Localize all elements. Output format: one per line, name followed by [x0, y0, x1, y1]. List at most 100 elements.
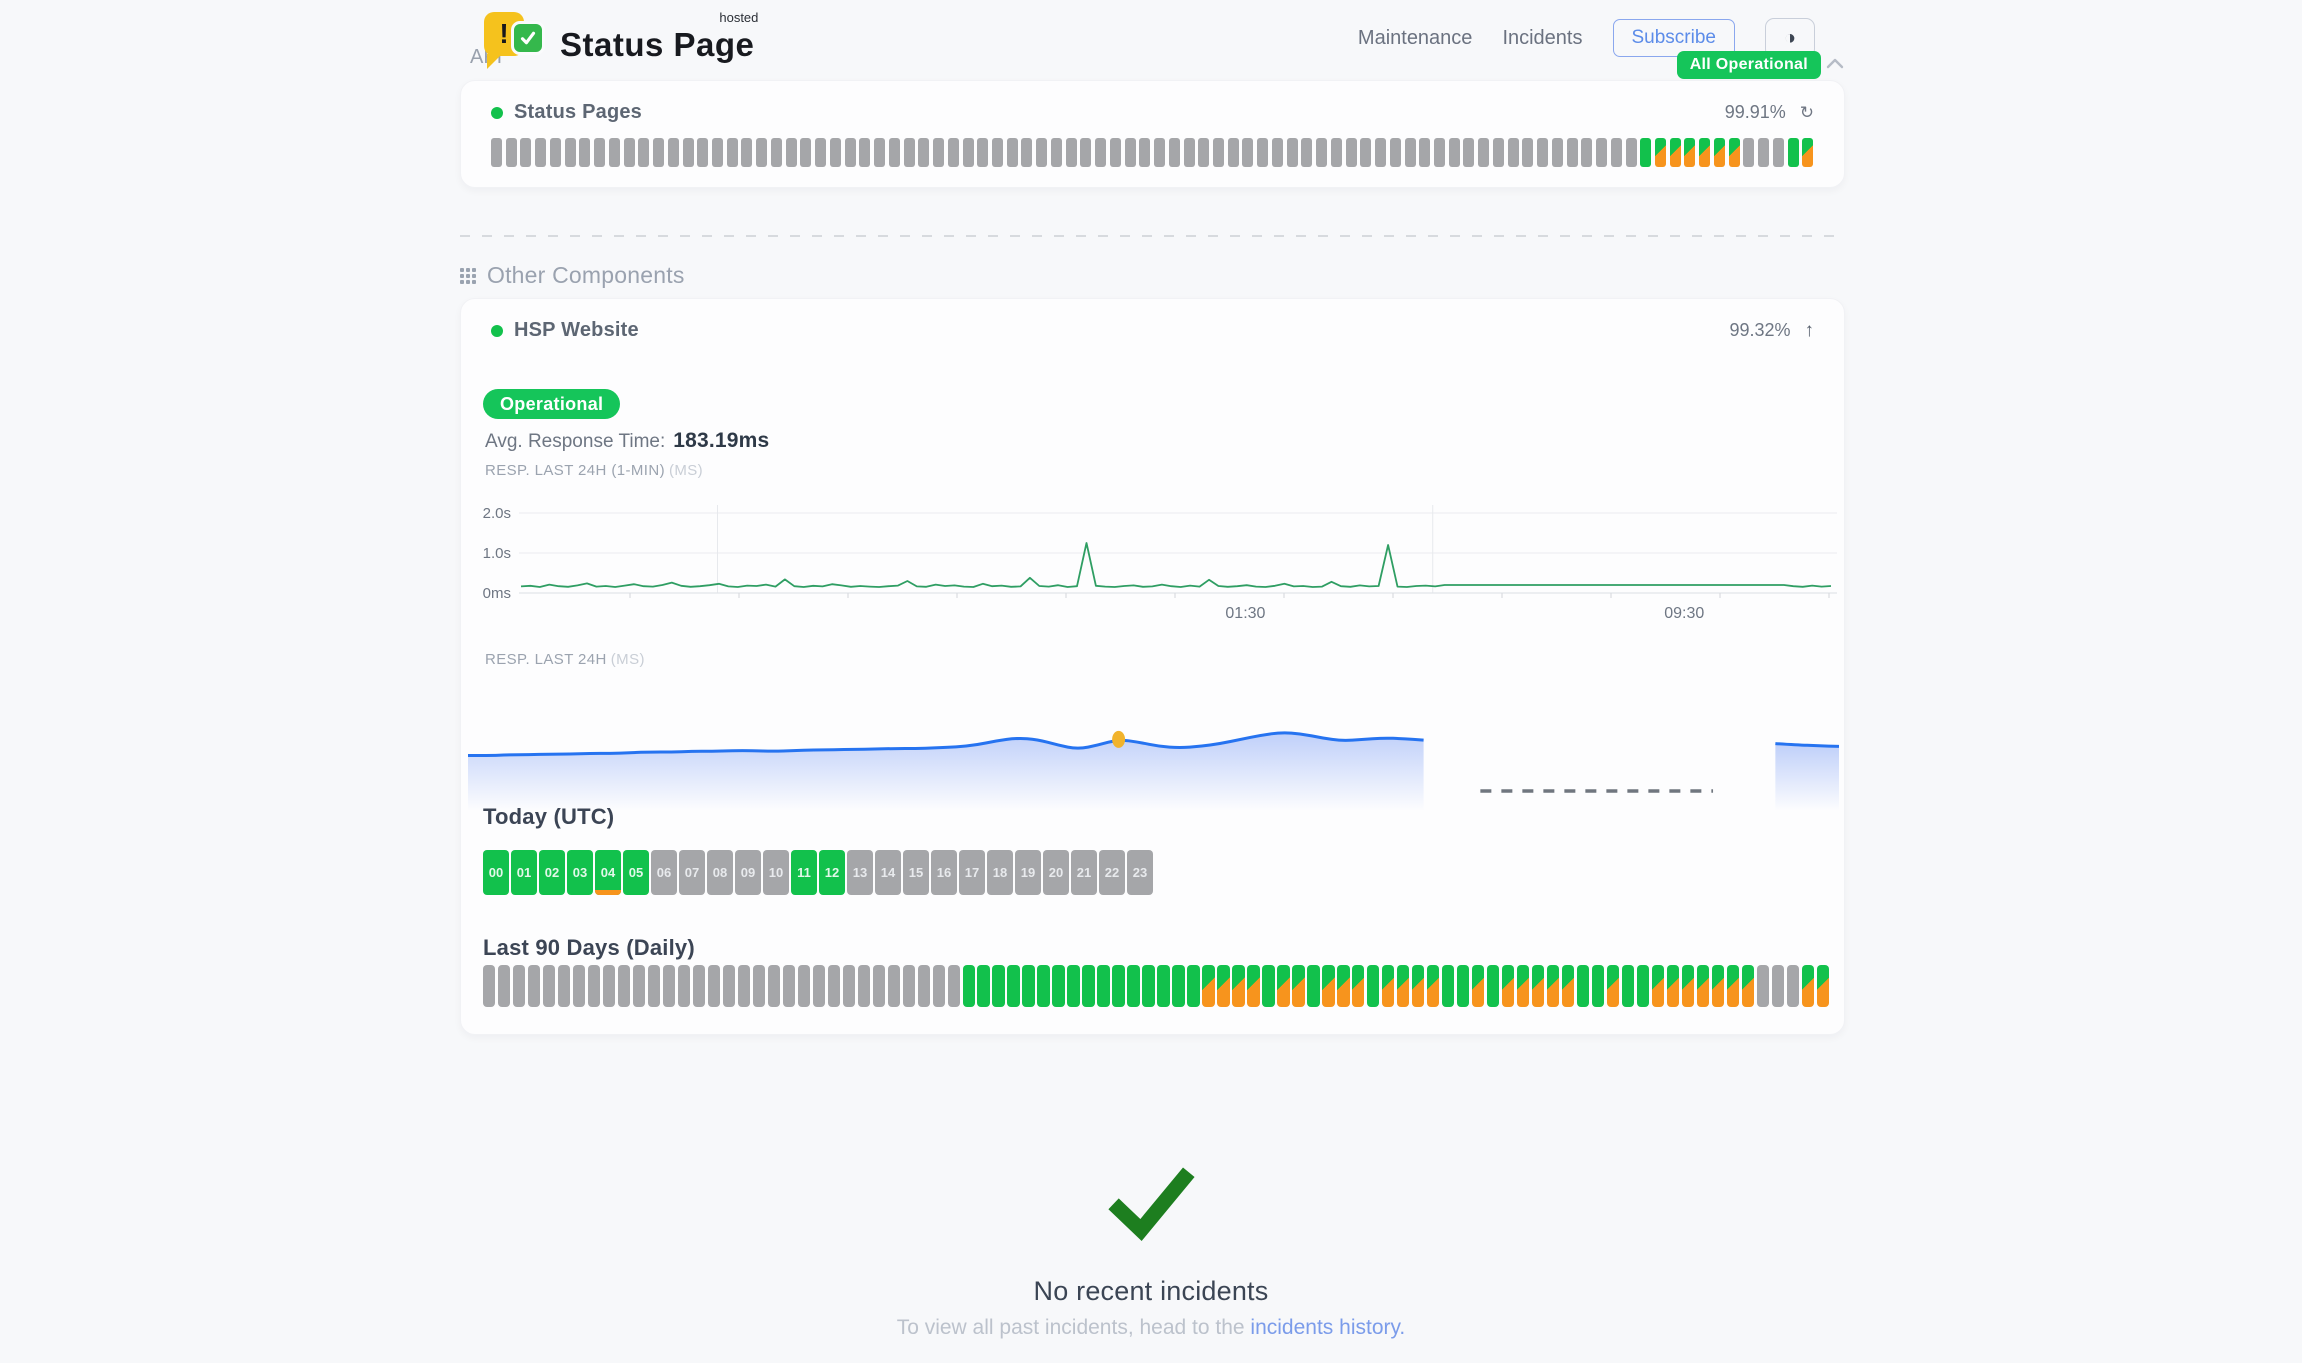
uptime-bar[interactable] — [512, 965, 526, 1007]
uptime-bar[interactable] — [917, 965, 930, 1007]
uptime-bar[interactable] — [1316, 138, 1328, 167]
uptime-bar[interactable] — [653, 138, 665, 167]
uptime-bar[interactable] — [1448, 138, 1460, 167]
uptime-bar[interactable] — [1301, 138, 1313, 167]
uptime-bar[interactable] — [1412, 965, 1425, 1007]
uptime-bar[interactable] — [1021, 138, 1033, 167]
uptime-bar[interactable] — [527, 965, 541, 1007]
uptime-bar[interactable] — [962, 965, 975, 1007]
chevron-up-icon[interactable] — [1826, 56, 1844, 74]
uptime-bar[interactable] — [1007, 965, 1020, 1007]
uptime-bar[interactable] — [1345, 138, 1357, 167]
uptime-bar[interactable] — [1655, 138, 1667, 167]
uptime-bar[interactable] — [1699, 138, 1711, 167]
uptime-bar[interactable] — [497, 965, 511, 1007]
uptime-bar[interactable] — [1322, 965, 1335, 1007]
uptime-bar[interactable] — [1696, 965, 1710, 1007]
uptime-bar[interactable] — [1232, 965, 1245, 1007]
uptime-bar[interactable] — [1606, 965, 1620, 1007]
hour-box-16[interactable]: 16 — [931, 850, 957, 895]
component-row-hsp-website[interactable]: HSP Website 99.32% ↑ — [491, 319, 1814, 342]
uptime-bar[interactable] — [682, 138, 694, 167]
uptime-bar[interactable] — [564, 138, 576, 167]
uptime-bar[interactable] — [1576, 965, 1590, 1007]
uptime-bar[interactable] — [1442, 965, 1455, 1007]
uptime-bar[interactable] — [1247, 965, 1260, 1007]
uptime-bar[interactable] — [800, 138, 812, 167]
uptime-bar[interactable] — [1801, 965, 1815, 1007]
uptime-bar[interactable] — [1139, 138, 1151, 167]
hour-box-11[interactable]: 11 — [791, 850, 817, 895]
uptime-bar[interactable] — [741, 138, 753, 167]
uptime-bar[interactable] — [844, 138, 856, 167]
uptime-bar[interactable] — [1419, 138, 1431, 167]
uptime-bar[interactable] — [1758, 138, 1770, 167]
uptime-bar[interactable] — [1478, 138, 1490, 167]
uptime-bar[interactable] — [1501, 965, 1515, 1007]
uptime-bar[interactable] — [829, 138, 841, 167]
uptime-bar[interactable] — [1307, 965, 1320, 1007]
hour-box-01[interactable]: 01 — [511, 850, 537, 895]
uptime-bar[interactable] — [1382, 965, 1395, 1007]
uptime-bar[interactable] — [842, 965, 856, 1007]
uptime-bar[interactable] — [903, 138, 915, 167]
hour-box-06[interactable]: 06 — [651, 850, 677, 895]
uptime-bar[interactable] — [1787, 138, 1799, 167]
uptime-bar[interactable] — [770, 138, 782, 167]
uptime-bar[interactable] — [947, 138, 959, 167]
uptime-bar[interactable] — [1434, 138, 1445, 167]
uptime-bar[interactable] — [1596, 138, 1608, 167]
uptime-bar[interactable] — [520, 138, 532, 167]
hour-box-09[interactable]: 09 — [735, 850, 761, 895]
uptime-bar[interactable] — [1566, 138, 1578, 167]
hour-box-10[interactable]: 10 — [763, 850, 789, 895]
uptime-bar[interactable] — [1157, 965, 1170, 1007]
uptime-bar[interactable] — [1187, 965, 1200, 1007]
hour-box-02[interactable]: 02 — [539, 850, 565, 895]
uptime-bar[interactable] — [1786, 965, 1800, 1007]
hour-box-03[interactable]: 03 — [567, 850, 593, 895]
uptime-bar[interactable] — [992, 965, 1005, 1007]
uptime-bar[interactable] — [1486, 965, 1500, 1007]
uptime-bar[interactable] — [1756, 965, 1770, 1007]
uptime-bar[interactable] — [1242, 138, 1254, 167]
uptime-bar[interactable] — [1389, 138, 1401, 167]
collapse-arrow-icon[interactable]: ↑ — [1804, 319, 1815, 341]
hour-box-00[interactable]: 00 — [483, 850, 509, 895]
uptime-bar[interactable] — [1546, 965, 1560, 1007]
uptime-bar[interactable] — [977, 965, 990, 1007]
uptime-bar[interactable] — [491, 138, 502, 167]
hour-box-20[interactable]: 20 — [1043, 850, 1069, 895]
uptime-bar[interactable] — [1531, 965, 1545, 1007]
uptime-bar[interactable] — [1202, 965, 1215, 1007]
uptime-bar[interactable] — [827, 965, 841, 1007]
uptime-bar[interactable] — [902, 965, 915, 1007]
uptime-bar[interactable] — [542, 965, 556, 1007]
uptime-bar[interactable] — [752, 965, 766, 1007]
hour-box-17[interactable]: 17 — [959, 850, 985, 895]
uptime-bar[interactable] — [1522, 138, 1534, 167]
uptime-bar[interactable] — [1684, 138, 1696, 167]
nav-item-maintenance[interactable]: Maintenance — [1357, 26, 1473, 49]
hour-box-04[interactable]: 04 — [595, 850, 621, 895]
uptime-bar[interactable] — [812, 965, 826, 1007]
incidents-history-link[interactable]: incidents history. — [1250, 1316, 1406, 1339]
uptime-bar[interactable] — [587, 965, 601, 1007]
uptime-bar[interactable] — [632, 965, 646, 1007]
uptime-bar[interactable] — [1067, 965, 1080, 1007]
uptime-bar[interactable] — [1352, 965, 1365, 1007]
uptime-bar[interactable] — [1802, 138, 1814, 167]
hour-box-14[interactable]: 14 — [875, 850, 901, 895]
uptime-bar[interactable] — [1471, 965, 1485, 1007]
uptime-bar[interactable] — [608, 138, 620, 167]
uptime-bar[interactable] — [1640, 138, 1652, 167]
uptime-bar[interactable] — [1183, 138, 1195, 167]
uptime-bar[interactable] — [1217, 965, 1230, 1007]
uptime-bar[interactable] — [549, 138, 561, 167]
uptime-bar[interactable] — [785, 138, 797, 167]
brand-logo[interactable]: ! hosted Status Page — [484, 10, 758, 69]
uptime-bar[interactable] — [1772, 138, 1784, 167]
uptime-bar[interactable] — [1669, 138, 1681, 167]
hour-box-22[interactable]: 22 — [1099, 850, 1125, 895]
uptime-bar[interactable] — [1741, 965, 1755, 1007]
